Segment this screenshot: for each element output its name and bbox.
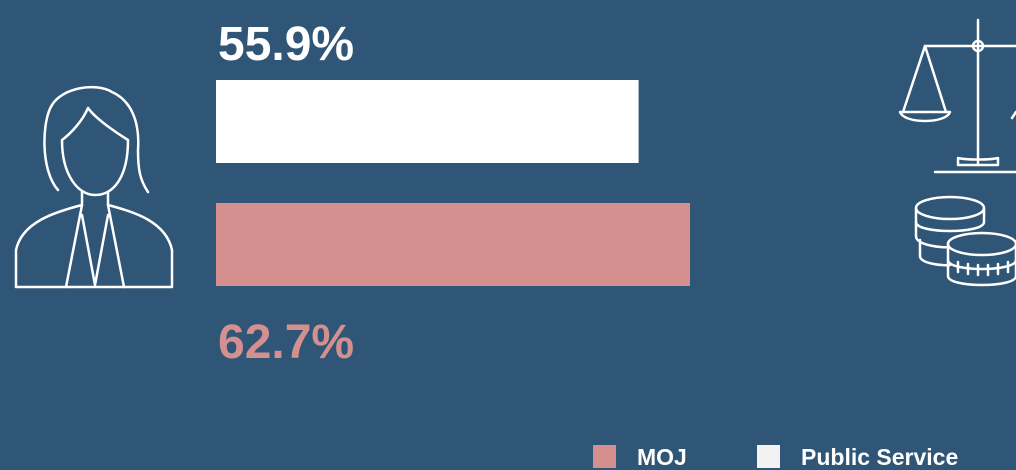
bar xyxy=(216,80,639,163)
bar xyxy=(216,203,691,286)
value-label: 55.9% xyxy=(218,18,354,71)
legend-swatch xyxy=(757,445,780,468)
legend-label: Public Service xyxy=(801,444,958,470)
value-label: 62.7% xyxy=(218,316,354,369)
person-icon xyxy=(14,85,174,289)
scales-icon xyxy=(898,18,1016,174)
coins-icon xyxy=(914,195,1016,287)
legend-label: MOJ xyxy=(637,444,687,470)
legend-swatch xyxy=(593,445,616,468)
